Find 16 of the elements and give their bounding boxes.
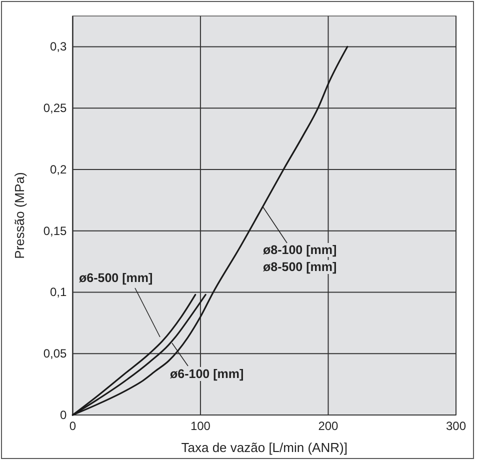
y-tick-label: 0,25: [43, 101, 68, 116]
text: ø6-500 [mm]: [79, 271, 153, 285]
x-axis-title: Taxa de vazão [L/min (ANR)]: [181, 440, 348, 455]
y-tick-label: 0,1: [50, 285, 68, 300]
x-tick-label: 200: [318, 419, 339, 433]
y-tick-label: 0,05: [43, 346, 68, 361]
y-tick-label: 0: [60, 408, 68, 422]
y-tick-label: 0,3: [50, 40, 68, 54]
legend-label: ø6-100 [mm]: [170, 367, 244, 381]
y-axis-title: Pressão (MPa): [12, 172, 27, 259]
x-tick-label: 300: [446, 419, 466, 433]
x-tick-label: 0: [69, 419, 76, 433]
y-tick-label: 0,15: [43, 224, 68, 238]
series-label: ø8-100 [mm] ø8-500 [mm]: [263, 243, 337, 274]
y-tick-label: 0,2: [50, 162, 68, 176]
x-tick-label: 100: [190, 419, 211, 433]
